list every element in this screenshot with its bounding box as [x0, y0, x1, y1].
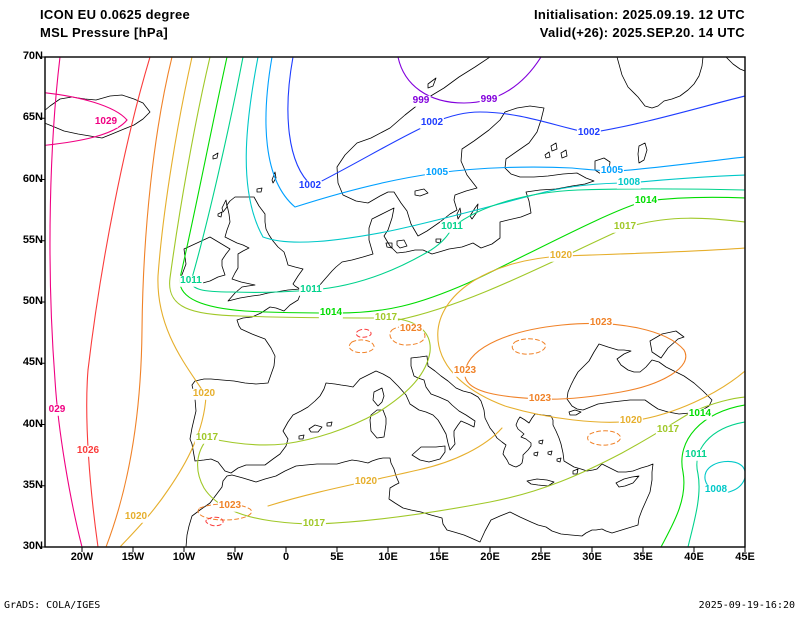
lat-tick-label: 70N [22, 50, 43, 62]
isobar-1023-alps2-dashed [348, 339, 375, 354]
header-valid-time: Valid(+26): 2025.SEP.20. 14 UTC [539, 25, 745, 40]
contour-label-1008: 1008 [703, 483, 729, 496]
contour-label-1017: 1017 [655, 423, 681, 436]
lat-tick-label: 40N [22, 417, 43, 430]
contour-label-1005: 1005 [599, 164, 625, 177]
lon-tick-label: 30E [582, 551, 602, 563]
grads-credit: GrADS: COLA/IGES [4, 600, 101, 611]
contour-label-1023: 1023 [398, 322, 424, 335]
contour-label-1017: 1017 [373, 311, 399, 324]
lat-tick-label: 35N [22, 478, 43, 491]
lon-tick-label: 10E [378, 551, 398, 563]
lon-tick-label: 20E [480, 551, 500, 563]
contour-label-1026: 1026 [75, 444, 101, 457]
contour-label-1020: 1020 [548, 249, 574, 262]
contour-label-1020: 1020 [123, 510, 149, 523]
coastline-white-sea [616, 57, 704, 109]
contour-label-1029: 1029 [93, 115, 119, 128]
contour-label-999: 999 [479, 93, 499, 106]
lon-tick-label: 25E [531, 551, 551, 563]
isobar-1026 [86, 57, 151, 547]
isobar-1029-west [49, 57, 83, 547]
coastline-barents-corner [726, 57, 745, 72]
lon-tick-label: 35E [633, 551, 653, 563]
isobar-1002 [287, 57, 745, 187]
contour-label-1020: 1020 [618, 414, 644, 427]
lat-tick-label: 50N [22, 295, 43, 307]
lon-tick-label: 0 [282, 551, 290, 563]
lon-tick-label: 10W [172, 551, 196, 563]
contour-label-1020: 1020 [353, 475, 379, 488]
contour-label-1023: 1023 [217, 499, 243, 512]
lon-tick-label: 15E [429, 551, 449, 563]
isobar-1026-alps-dashed [355, 328, 372, 338]
lat-tick-label: 60N [22, 172, 43, 185]
coastline-islands-and-lakes [212, 77, 648, 488]
header-field-title: MSL Pressure [hPa] [40, 25, 168, 40]
header-model-title: ICON EU 0.0625 degree [40, 7, 191, 22]
contour-label-1005: 1005 [424, 166, 450, 179]
contour-label-1008: 1008 [616, 176, 642, 189]
contour-label-1011: 1011 [684, 448, 708, 461]
isobar-1023-west [105, 57, 173, 547]
header-initialisation: Initialisation: 2025.09.19. 12 UTC [533, 7, 745, 22]
isobar-1017-north [397, 217, 745, 321]
contour-label-1029: 029 [47, 403, 67, 416]
isobar-999 [397, 57, 542, 104]
lat-tick-label: 30N [22, 540, 43, 552]
isobar-1011-southeast [687, 421, 745, 547]
lon-tick-label: 15W [121, 551, 145, 563]
lat-tick-label: 65N [22, 111, 43, 124]
isobar-1011 [190, 57, 745, 293]
isobar-1023-atlas-dashed [197, 503, 252, 521]
contour-label-1014: 1014 [687, 407, 713, 420]
isobar-1020-west [119, 57, 207, 547]
isobar-1023-east [464, 322, 687, 400]
isobar-1014 [179, 57, 745, 314]
contour-label-1002: 1002 [576, 126, 602, 139]
isobar-1020-mediterranean [267, 427, 503, 507]
lon-tick-label: 20W [70, 551, 94, 563]
contour-label-1023: 1023 [452, 364, 478, 377]
lon-tick-label: 40E [684, 551, 704, 563]
lat-tick-label: 55N [22, 233, 43, 246]
isobar-1023-crimea-dashed [511, 338, 546, 355]
contour-label-1023: 1023 [588, 316, 614, 329]
lon-tick-label: 45E [735, 551, 755, 563]
coastline-britain [224, 196, 304, 302]
contour-label-1023: 1023 [527, 392, 553, 405]
isobar-1023-anatolia-dashed [587, 430, 621, 446]
contour-label-1002: 1002 [297, 179, 323, 192]
isobar-1005 [265, 57, 745, 208]
isobar-1029-iceland [45, 92, 128, 146]
coastline-layer [45, 57, 745, 547]
creation-timestamp: 2025-09-19-16:20 [698, 600, 795, 611]
contour-label-1002: 1002 [419, 116, 445, 129]
contour-label-999: 999 [411, 94, 431, 107]
contour-label-1011: 1011 [440, 220, 464, 233]
contour-label-1011: 1011 [179, 274, 203, 287]
contour-label-1011: 1011 [299, 283, 323, 296]
contour-label-1020: 1020 [191, 387, 217, 400]
latitude-ticks [40, 56, 45, 548]
coastline-mainland [185, 57, 654, 547]
longitude-ticks [81, 547, 746, 552]
contour-label-1017: 1017 [194, 431, 220, 444]
lon-tick-label: 5E [330, 551, 344, 563]
lat-tick-label: 45N [22, 356, 43, 369]
contour-label-1017: 1017 [301, 517, 327, 530]
lon-tick-label: 5W [226, 551, 244, 563]
coastline-sea-of-azov [649, 330, 685, 359]
isobar-1026-atlas-dashed [205, 516, 224, 527]
isobar-1014-southeast [660, 404, 745, 547]
isobar-1017-main [169, 57, 745, 525]
isobar-layer [45, 57, 745, 547]
contour-label-1014: 1014 [318, 306, 344, 319]
isobar-1008 [245, 57, 745, 243]
contour-label-1017: 1017 [612, 220, 638, 233]
contour-label-1014: 1014 [633, 194, 659, 207]
